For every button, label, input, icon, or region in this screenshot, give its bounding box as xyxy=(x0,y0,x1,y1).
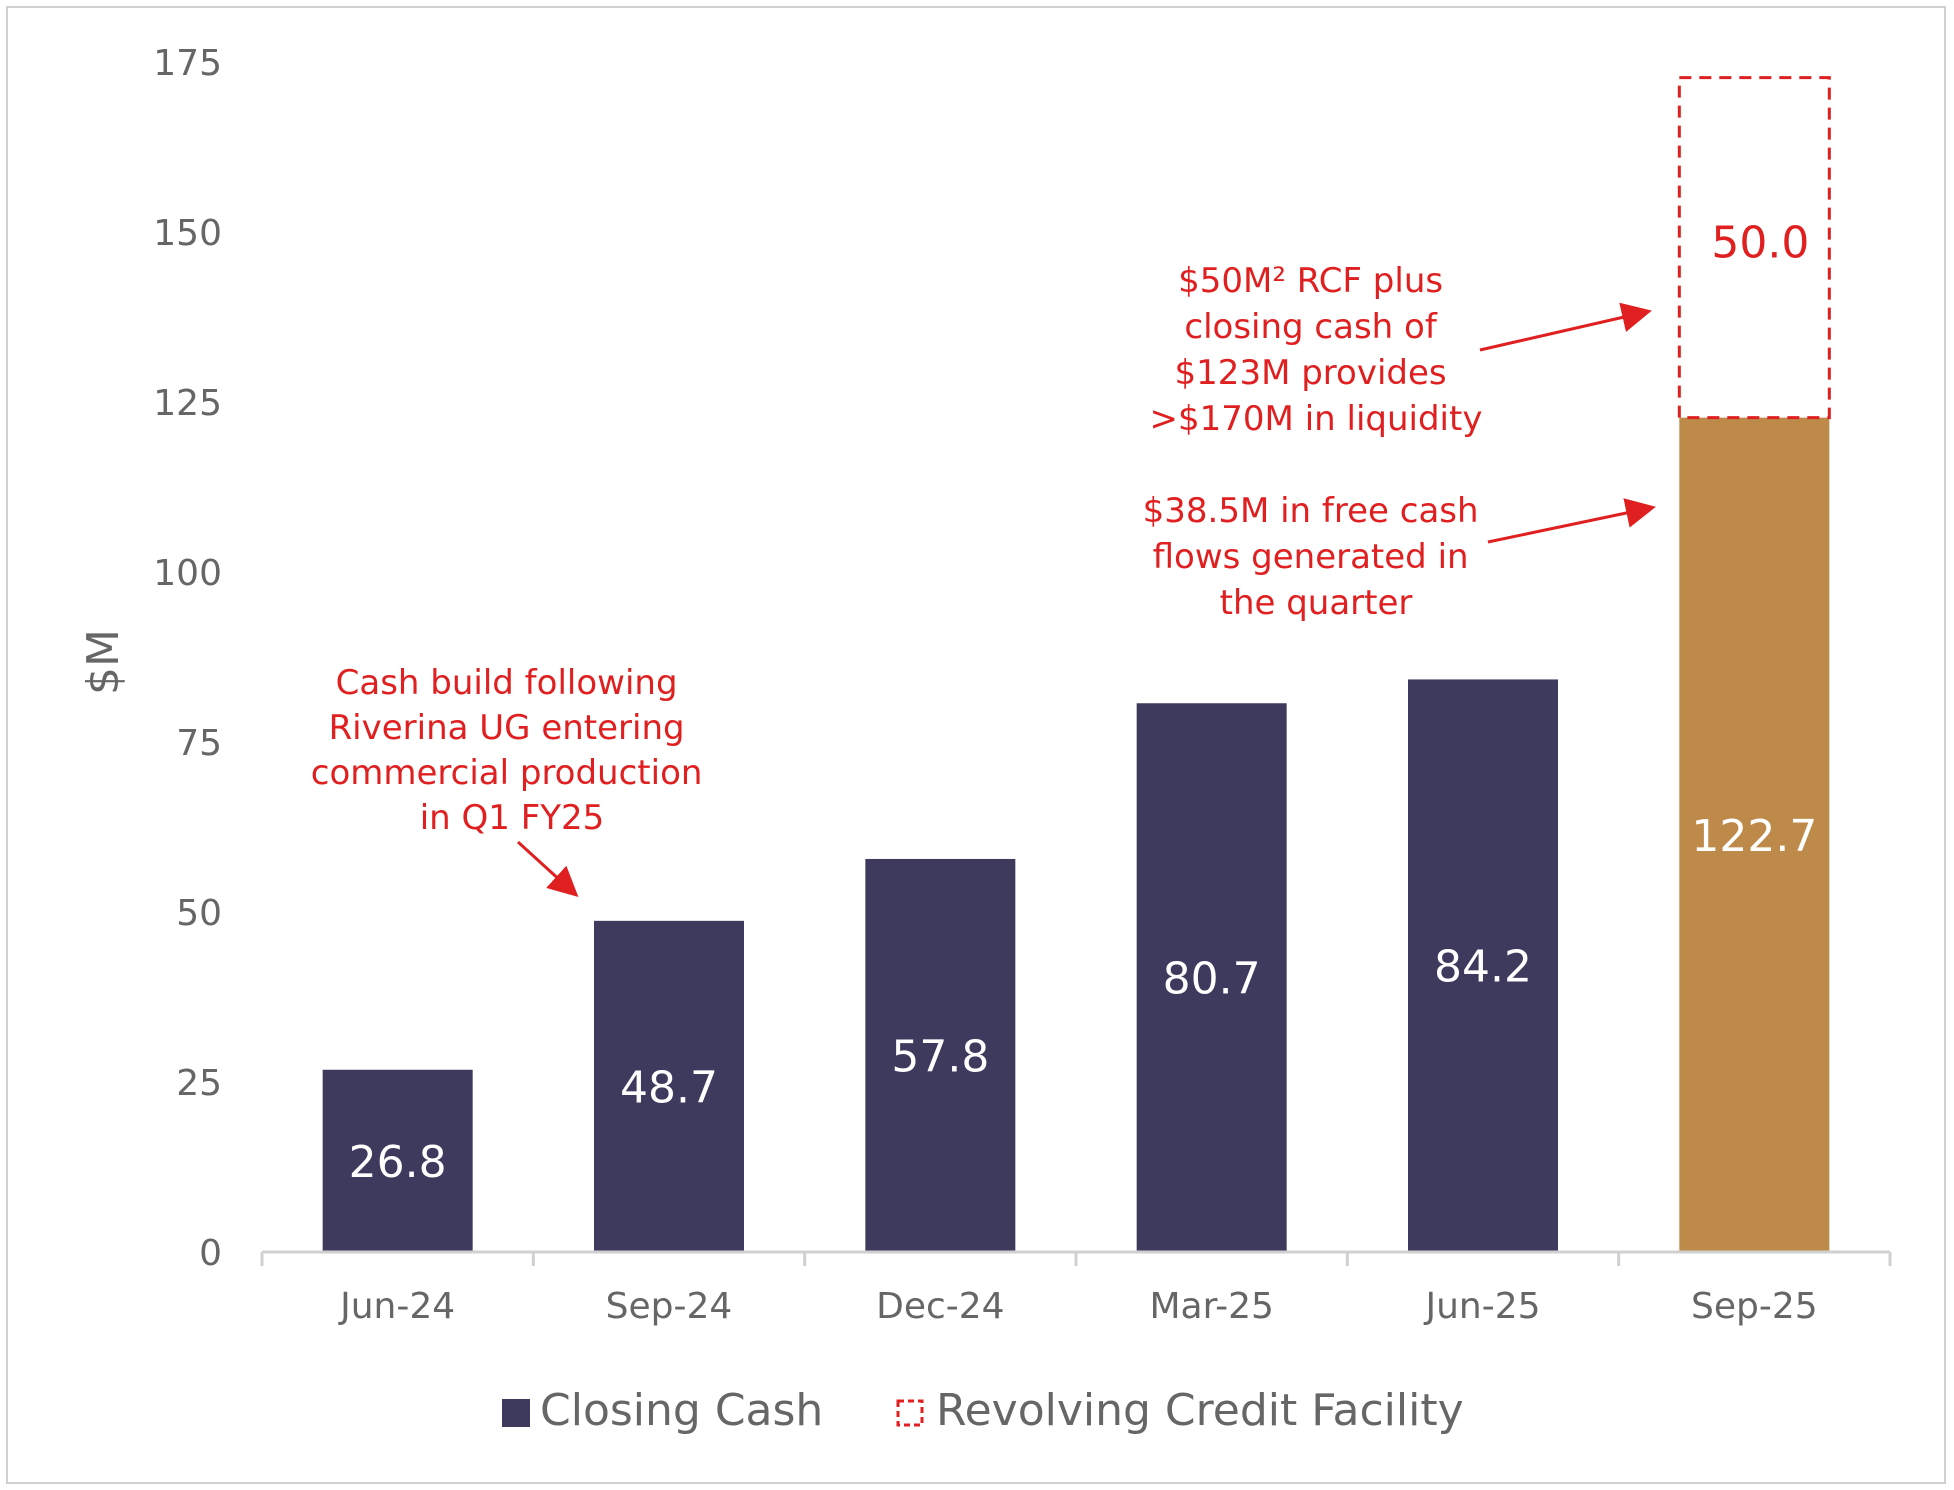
annotation-line: commercial production xyxy=(311,753,703,793)
bar-closing-cash xyxy=(1679,417,1830,1252)
annotation-arrow xyxy=(1479,302,1652,352)
y-tick-label: 50 xyxy=(176,893,222,934)
x-tick-label: Jun-25 xyxy=(1423,1286,1540,1327)
annotation-line: $38.5M in free cash xyxy=(1143,491,1479,531)
annotation-line: Riverina UG entering xyxy=(329,708,685,748)
annotation-arrow xyxy=(516,840,579,898)
annotation-arrow xyxy=(1487,498,1656,544)
annotation-line: flows generated in xyxy=(1153,537,1469,577)
legend-label-closing-cash: Closing Cash xyxy=(540,1385,823,1436)
annotation-line: closing cash of xyxy=(1184,307,1437,347)
y-axis-label: $M xyxy=(78,629,129,695)
bar-value-label: 48.7 xyxy=(620,1062,718,1113)
annotation-line: $123M provides xyxy=(1175,353,1447,393)
bar-closing-cash xyxy=(594,920,744,1252)
bar-closing-cash xyxy=(1408,679,1558,1252)
bar-value-label: 84.2 xyxy=(1434,942,1532,993)
x-tick-label: Mar-25 xyxy=(1149,1286,1273,1327)
bar-value-label: 80.7 xyxy=(1163,954,1261,1005)
x-tick-label: Jun-24 xyxy=(338,1286,455,1327)
annotation-line: $50M² RCF plus xyxy=(1178,261,1443,301)
annotation-rcf-liquidity: $50M² RCF plus closing cash of $123M pro… xyxy=(1150,261,1652,439)
bar-value-label: 26.8 xyxy=(349,1137,447,1188)
bar-value-label: 57.8 xyxy=(891,1031,989,1082)
y-tick-label: 100 xyxy=(153,553,222,594)
bar-closing-cash xyxy=(865,858,1016,1252)
x-axis: Jun-24 Sep-24 Dec-24 Mar-25 Jun-25 Sep-25 xyxy=(260,1250,1892,1327)
legend-swatch-rcf xyxy=(896,1399,924,1427)
legend-swatch-closing-cash xyxy=(502,1399,530,1427)
x-tick-label: Sep-25 xyxy=(1691,1286,1818,1327)
annotation-free-cash: $38.5M in free cash flows generated in t… xyxy=(1143,491,1656,623)
legend: Closing Cash Revolving Credit Facility xyxy=(502,1385,1464,1436)
annotation-line: Cash build following xyxy=(336,663,678,703)
x-tick-label: Sep-24 xyxy=(606,1286,733,1327)
y-axis: 0 25 50 75 100 125 150 175 xyxy=(153,43,222,1274)
bars: 26.8 48.7 57.8 80.7 84.2 122.7 50.0 xyxy=(322,76,1831,1252)
chart-frame xyxy=(6,6,1946,1484)
rcf-value-label: 50.0 xyxy=(1711,218,1809,269)
y-tick-label: 75 xyxy=(176,723,222,764)
y-tick-label: 25 xyxy=(176,1063,222,1104)
svg-text:$38.5M in free cash flow: $38.5M in free cash flows generated in t… xyxy=(1143,491,1490,623)
annotation-line: in Q1 FY25 xyxy=(420,798,605,838)
x-tick-label: Dec-24 xyxy=(876,1286,1004,1327)
bar-closing-cash xyxy=(322,1069,473,1252)
svg-text:$50M² RCF plus closing c: $50M² RCF plus closing cash of $123M pro… xyxy=(1150,261,1483,439)
svg-text:Cash build following Riv: Cash build following Riverina UG enterin… xyxy=(311,663,714,838)
y-tick-label: 0 xyxy=(199,1233,222,1274)
legend-label-rcf: Revolving Credit Facility xyxy=(936,1385,1464,1436)
bar-closing-cash xyxy=(1136,703,1287,1252)
bar-value-label: 122.7 xyxy=(1691,811,1817,862)
annotation-cash-build: Cash build following Riverina UG enterin… xyxy=(311,663,714,898)
y-tick-label: 150 xyxy=(153,213,222,254)
annotation-line: the quarter xyxy=(1220,583,1413,623)
bar-revolving-credit-facility xyxy=(1677,76,1831,420)
annotation-line: >$170M in liquidity xyxy=(1150,399,1483,439)
y-tick-label: 175 xyxy=(153,43,222,84)
y-tick-label: 125 xyxy=(153,383,222,424)
